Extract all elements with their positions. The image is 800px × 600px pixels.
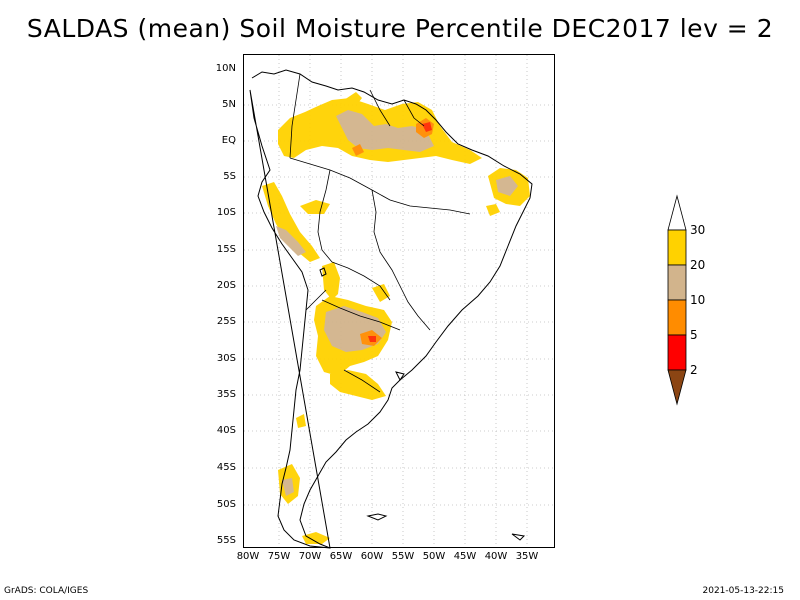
patch-chaco-yellow: [322, 262, 340, 300]
patch-patagonia-tan: [282, 478, 294, 496]
patch-andes-yellow: [262, 182, 320, 262]
legend-band-2-5: [667, 334, 687, 371]
legend-label-20: 20: [690, 258, 706, 272]
patch-andes-tan: [276, 226, 306, 256]
patch-guiana-yellow: [344, 92, 362, 106]
patch-south-yellow: [302, 532, 330, 544]
legend-label-5: 5: [690, 328, 698, 342]
patch-north-tan: [336, 110, 434, 152]
lat-label-20s: 20S: [216, 280, 236, 291]
footer-credit: GrADS: COLA/IGES: [4, 586, 89, 596]
patch-north-orange2: [352, 144, 364, 156]
lon-label-60w: 60W: [360, 551, 384, 562]
lon-label-40w: 40W: [484, 551, 508, 562]
legend-band-20-30: [667, 229, 687, 266]
lat-label-10s: 10S: [216, 207, 236, 218]
country-borders: [289, 73, 471, 393]
lat-label-eq: EQ: [221, 135, 236, 146]
lat-label-50s: 50S: [216, 499, 236, 510]
lat-label-5s: 5S: [223, 171, 236, 182]
legend-arrow-bottom: [667, 369, 687, 406]
lon-label-45w: 45W: [453, 551, 477, 562]
lon-label-50w: 50W: [422, 551, 446, 562]
legend-label-2: 2: [690, 363, 698, 377]
patch-pampas-yellow: [330, 370, 386, 400]
lon-label-55w: 55W: [391, 551, 415, 562]
lat-label-40s: 40S: [216, 425, 236, 436]
lon-label-65w: 65W: [329, 551, 353, 562]
lon-label-35w: 35W: [515, 551, 539, 562]
lat-label-30s: 30S: [216, 353, 236, 364]
moisture-patches: [262, 92, 530, 544]
map-title: SALDAS (mean) Soil Moisture Percentile D…: [26, 14, 774, 43]
patch-pantanal-yellow: [372, 284, 390, 302]
lon-label-70w: 70W: [298, 551, 322, 562]
lat-label-25s: 25S: [216, 316, 236, 327]
lat-label-35s: 35S: [216, 389, 236, 400]
patch-westamaz-yellow: [300, 200, 330, 214]
lat-label-15s: 15S: [216, 244, 236, 255]
lat-label-45s: 45S: [216, 462, 236, 473]
lon-label-75w: 75W: [267, 551, 291, 562]
lat-label-5n: 5N: [222, 99, 236, 110]
patch-ne-tan: [496, 176, 518, 196]
legend-band-10-20: [667, 264, 687, 301]
patch-north-red: [422, 122, 432, 132]
patch-sw-small: [296, 414, 306, 428]
lon-label-80w: 80W: [236, 551, 260, 562]
legend-band-5-10: [667, 299, 687, 336]
legend-label-30: 30: [690, 223, 706, 237]
coastline: [249, 69, 533, 549]
lat-label-55s: 55S: [216, 535, 236, 546]
patch-ne-small: [486, 204, 500, 216]
patch-parana-red: [368, 336, 376, 342]
legend-arrow-top: [667, 194, 687, 231]
footer-timestamp: 2021-05-13-22:15: [702, 586, 785, 596]
islands: [366, 371, 526, 541]
lake-titicaca: [319, 267, 327, 277]
legend-colorbar: [667, 194, 687, 406]
legend-label-10: 10: [690, 293, 706, 307]
lat-label-10n: 10N: [215, 63, 236, 74]
